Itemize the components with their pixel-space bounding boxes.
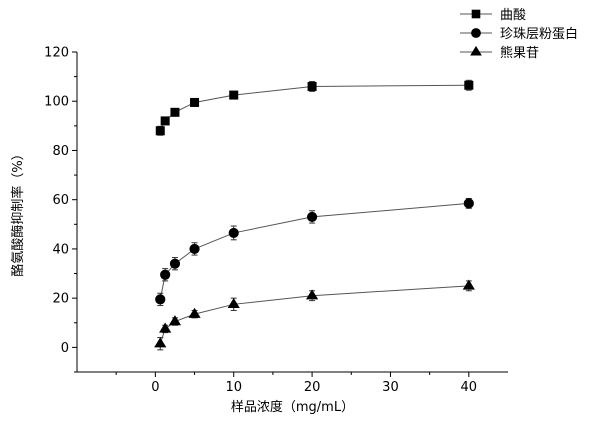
axes: 0 20 40 60 80 100 120 0 10 20 30 40 (44, 46, 508, 395)
x-tick-label: 20 (304, 380, 321, 395)
data-point (190, 97, 200, 107)
x-tick-label: 10 (225, 380, 242, 395)
legend-label: 曲酸 (500, 8, 526, 23)
y-tick-label: 60 (52, 193, 69, 208)
y-tick-label: 40 (52, 242, 69, 257)
x-tick-label: 40 (461, 380, 478, 395)
data-point (160, 116, 170, 126)
data-point (170, 107, 180, 117)
data-point (159, 322, 172, 333)
data-point (188, 307, 201, 318)
series-triangle (154, 279, 475, 351)
series-layer (154, 79, 475, 351)
series-square (155, 79, 474, 136)
legend-marker (471, 28, 481, 38)
data-point (229, 90, 239, 100)
data-point (306, 289, 319, 300)
y-tick-label: 20 (52, 292, 69, 307)
legend-marker (470, 45, 482, 56)
data-point (227, 297, 240, 309)
x-tick-label: 0 (151, 380, 159, 395)
legend-label: 珍珠层粉蛋白 (500, 26, 578, 42)
y-tick-label: 80 (52, 144, 69, 159)
data-point (306, 211, 318, 223)
data-point (189, 243, 200, 255)
data-point (463, 198, 474, 209)
data-point (307, 81, 317, 91)
series-line (159, 84, 469, 131)
data-point (228, 227, 239, 239)
data-point (169, 258, 181, 269)
series-circle (155, 197, 474, 307)
x-tick-label: 30 (382, 380, 399, 395)
data-point (168, 315, 182, 326)
y-tick-label: 120 (44, 46, 69, 61)
y-tick-label: 0 (61, 341, 69, 356)
data-point (160, 269, 171, 280)
data-point (155, 294, 166, 305)
data-point (154, 337, 167, 348)
legend-label: 熊果苷 (500, 45, 539, 61)
data-point (155, 126, 165, 136)
x-axis-title: 样品浓度（mg/mL） (231, 399, 354, 415)
data-point (464, 80, 474, 90)
y-tick-label: 100 (44, 95, 69, 110)
legend-marker (471, 9, 481, 19)
data-point (462, 279, 475, 290)
y-axis-title: 酪氨酸酶抑制率（%） (10, 147, 26, 276)
